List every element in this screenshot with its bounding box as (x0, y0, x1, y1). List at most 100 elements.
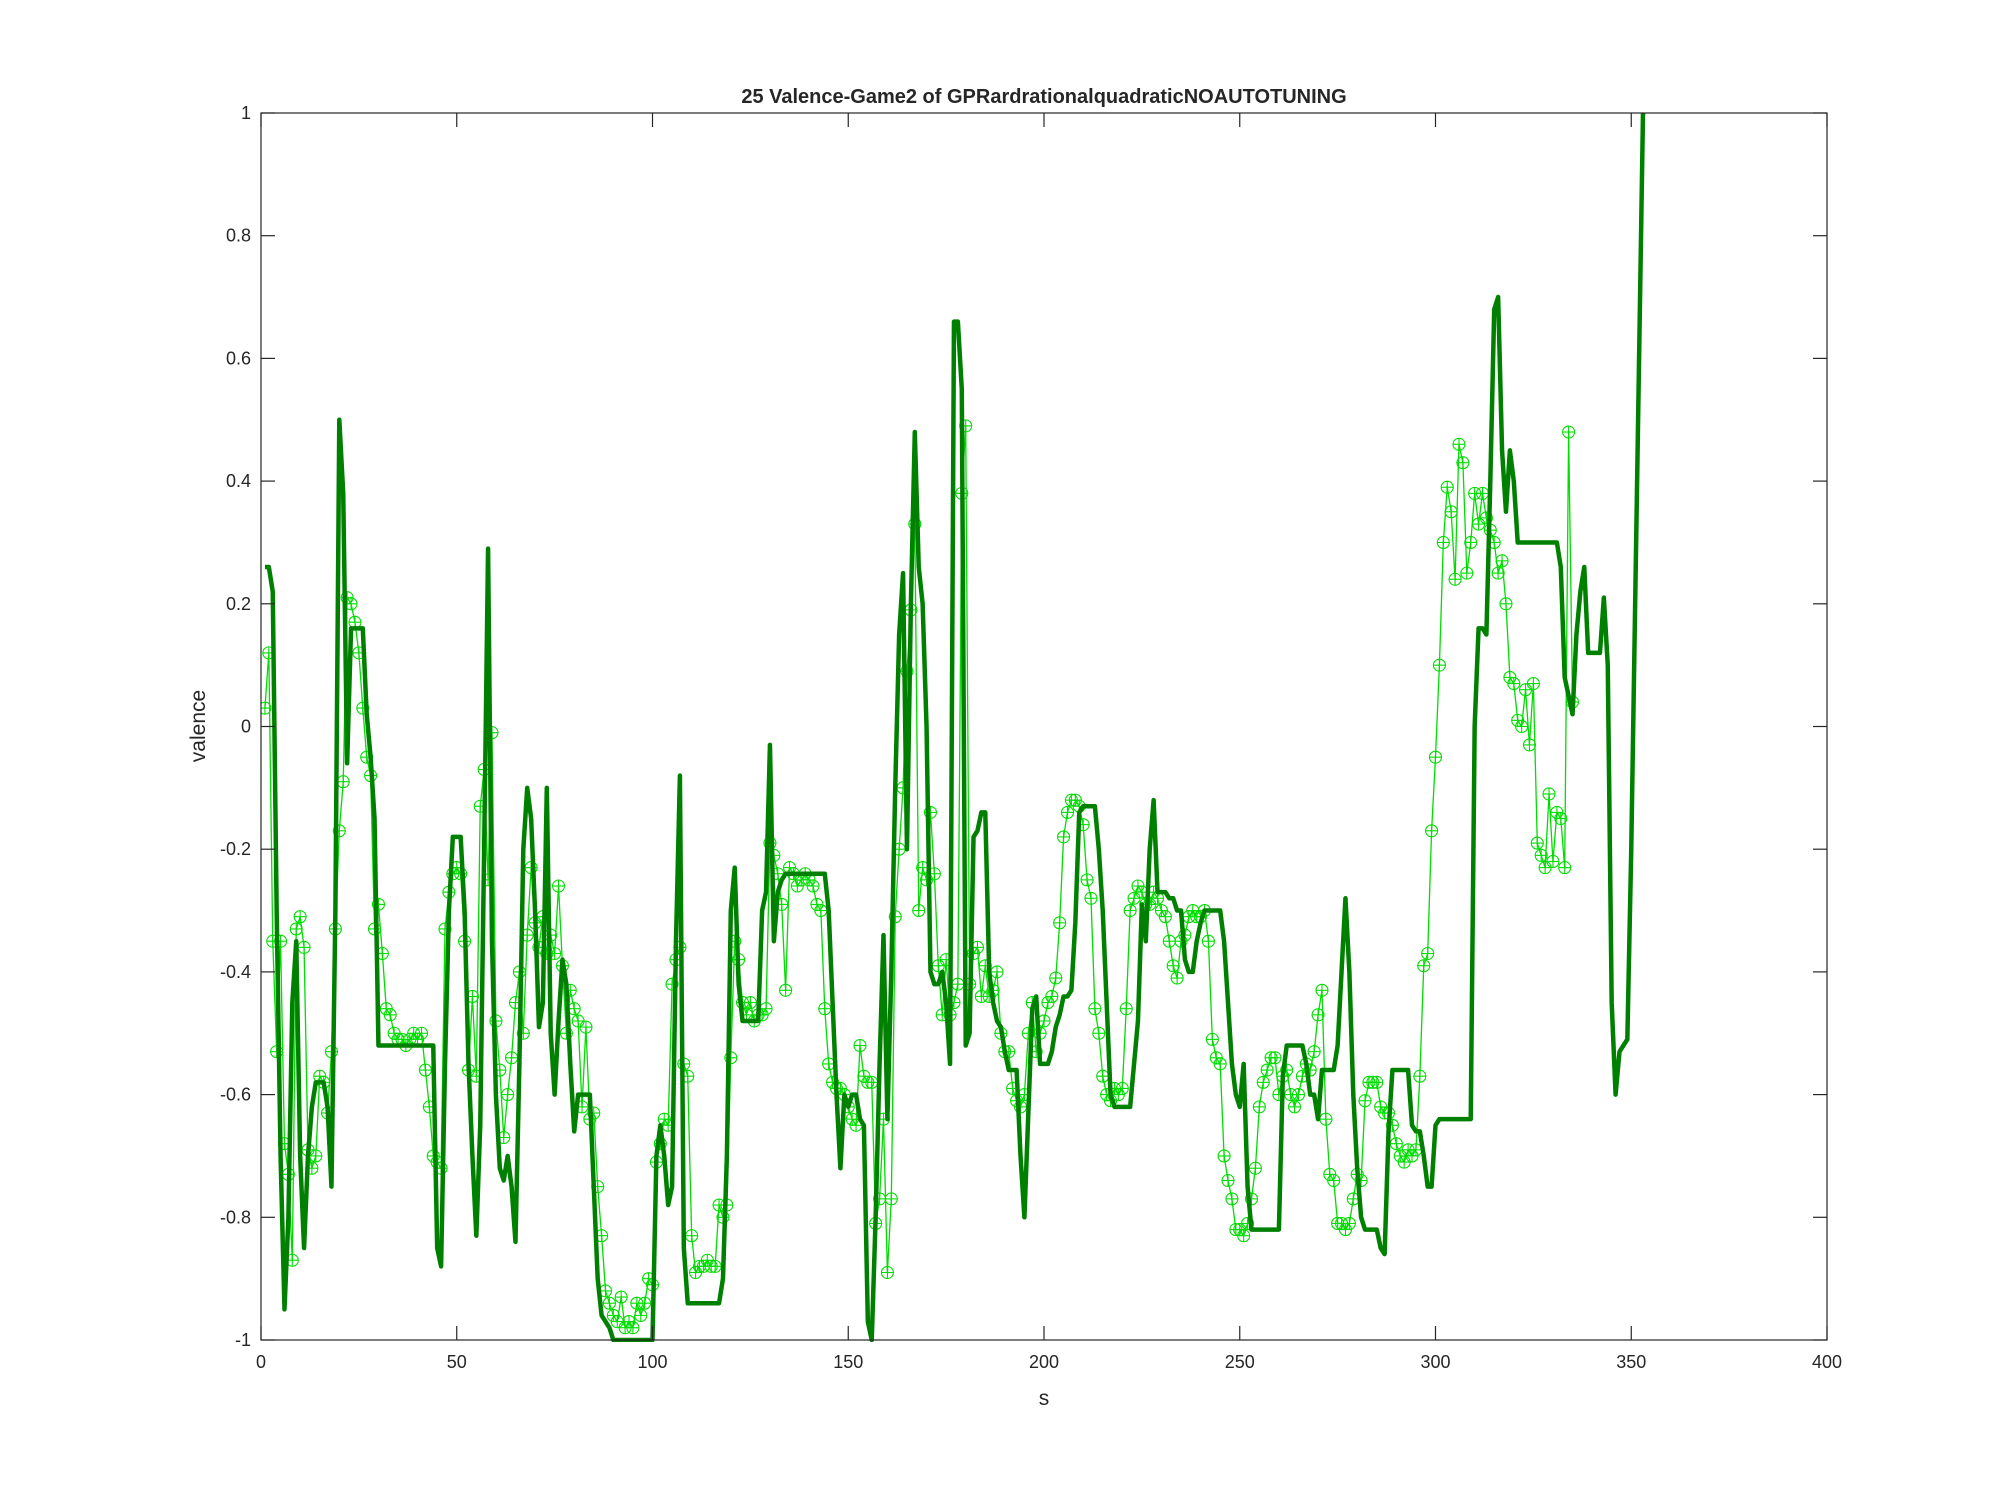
data-point-marker (1507, 677, 1521, 691)
data-point-marker (1413, 1069, 1427, 1083)
y-tick-label: -0.4 (220, 962, 251, 982)
x-tick-label: 50 (447, 1352, 467, 1372)
series-group (261, 0, 1672, 1342)
data-point-marker (1315, 983, 1329, 997)
data-point-marker (1570, 0, 1582, 6)
data-point-marker (638, 1296, 652, 1310)
data-point-marker (1660, 0, 1672, 6)
x-tick-label: 0 (256, 1352, 266, 1372)
data-point-marker (759, 1002, 773, 1016)
data-point-marker (865, 1075, 879, 1089)
data-point-marker (383, 1008, 397, 1022)
data-point-marker (853, 1038, 867, 1053)
data-point-marker (1354, 1173, 1368, 1188)
chart-title: 25 Valence-Game2 of GPRardrationalquadra… (741, 86, 1346, 108)
data-point-marker (634, 1308, 648, 1323)
data-point-marker (626, 1321, 640, 1335)
data-point-marker (1436, 535, 1450, 550)
data-point-marker (1201, 934, 1215, 948)
data-point-marker (1358, 1094, 1372, 1108)
data-point-marker (1327, 1173, 1341, 1188)
data-point-marker (1053, 916, 1067, 930)
data-point-marker (1456, 456, 1470, 470)
x-tick-label: 300 (1420, 1352, 1450, 1372)
data-point-marker (1491, 566, 1505, 580)
data-point-marker (1538, 861, 1552, 875)
data-point-marker (1217, 1149, 1231, 1163)
data-point-marker (418, 1063, 432, 1077)
data-point-marker (685, 1229, 699, 1243)
data-point-marker (297, 940, 311, 954)
data-point-marker (1162, 934, 1176, 948)
data-point-marker (1256, 1075, 1270, 1089)
y-tick-label: 0.8 (226, 226, 251, 246)
x-tick-label: 200 (1029, 1352, 1059, 1372)
x-tick-label: 400 (1812, 1352, 1842, 1372)
data-point-marker (1637, 0, 1649, 6)
data-point-marker (1421, 946, 1435, 961)
data-point-marker (1205, 1032, 1219, 1046)
data-point-marker (1641, 0, 1653, 6)
data-point-marker (814, 903, 828, 918)
y-tick-label: 0 (241, 717, 251, 737)
data-point-marker (1464, 535, 1478, 550)
data-point-marker (743, 996, 757, 1010)
data-point-marker (1625, 0, 1637, 6)
data-point-marker (610, 1315, 624, 1329)
data-point-marker (309, 1149, 323, 1163)
data-point-marker (1522, 738, 1537, 752)
data-point-marker (1610, 0, 1622, 6)
data-point-marker (1288, 1100, 1302, 1114)
data-point-marker (1440, 480, 1454, 494)
data-point-marker (1397, 1155, 1411, 1169)
data-point-marker (1088, 1002, 1102, 1016)
data-point-marker (1225, 1192, 1239, 1206)
y-tick-label: 0.2 (226, 594, 251, 614)
data-point-marker (1158, 910, 1172, 924)
data-point-marker (289, 922, 303, 936)
x-tick-label: 350 (1616, 1352, 1646, 1372)
data-point-marker (1307, 1045, 1321, 1059)
x-axis-label: s (1039, 1387, 1050, 1410)
data-point-marker (1166, 959, 1180, 973)
y-axis-label: valence (187, 690, 210, 762)
data-point-marker (880, 1265, 894, 1280)
data-point-marker (1614, 0, 1626, 6)
data-point-marker (1621, 0, 1633, 6)
data-point-marker (1342, 1216, 1356, 1230)
data-point-marker (1590, 0, 1602, 6)
data-point-marker (1460, 566, 1474, 580)
data-point-marker (1385, 1118, 1399, 1132)
data-point-marker (1598, 0, 1610, 6)
data-point-marker (414, 1026, 429, 1040)
data-point-marker (1645, 0, 1657, 6)
data-point-marker (1425, 824, 1439, 838)
data-point-marker (1558, 861, 1572, 875)
data-point-marker (1127, 891, 1141, 905)
data-point-marker (602, 1296, 616, 1310)
data-point-marker (959, 419, 973, 433)
data-point-marker (1574, 0, 1586, 6)
data-point-marker (1554, 811, 1568, 826)
data-point-marker (1311, 1008, 1325, 1022)
data-point-marker (990, 965, 1004, 979)
data-point-marker (1119, 1002, 1133, 1016)
data-point-marker (1617, 0, 1629, 6)
data-point-marker (1657, 0, 1669, 6)
plot-area (261, 113, 1827, 1340)
data-point-marker (1578, 0, 1590, 6)
data-point-marker (1237, 1229, 1251, 1243)
data-point-marker (1495, 554, 1509, 568)
data-point-marker (505, 1051, 519, 1065)
data-point-marker (708, 1259, 722, 1273)
data-point-marker (1444, 505, 1458, 519)
data-point-marker (1452, 437, 1466, 451)
data-point-marker (1518, 683, 1533, 697)
data-point-marker (571, 1014, 585, 1028)
data-point-marker (1475, 486, 1490, 500)
y-tick-label: -0.6 (220, 1085, 251, 1105)
data-point-marker (1092, 1026, 1106, 1040)
data-point-marker (1594, 0, 1606, 6)
series-line-thick (264, 112, 1646, 1342)
y-tick-label: -0.8 (220, 1207, 251, 1227)
